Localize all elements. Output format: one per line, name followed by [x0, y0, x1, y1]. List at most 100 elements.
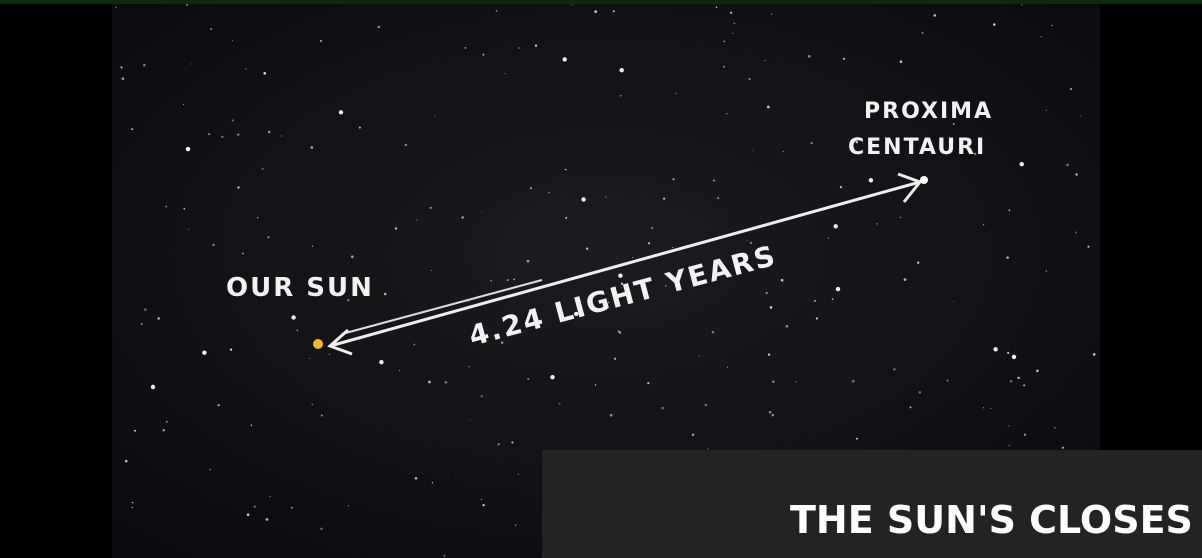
star: [150, 384, 156, 390]
star: [121, 77, 125, 80]
star: [723, 40, 726, 43]
star-label-line2: CENTAURI: [848, 135, 986, 160]
star: [527, 378, 530, 380]
star: [771, 413, 775, 417]
star: [269, 495, 271, 498]
star: [1080, 115, 1082, 117]
star: [186, 4, 189, 6]
star: [241, 252, 244, 255]
star: [482, 53, 485, 56]
proxima-star: [920, 176, 928, 184]
star: [513, 278, 516, 281]
star: [612, 10, 615, 13]
star: [647, 382, 650, 385]
star: [785, 324, 789, 328]
star: [347, 299, 350, 302]
star: [594, 384, 597, 386]
star: [661, 406, 664, 410]
star: [480, 498, 483, 501]
star: [993, 347, 998, 352]
star: [468, 365, 470, 368]
star: [142, 63, 146, 67]
star: [726, 112, 728, 115]
star: [140, 322, 143, 326]
star: [903, 278, 907, 281]
star: [444, 381, 448, 384]
star: [990, 407, 992, 409]
star: [604, 196, 607, 198]
star: [609, 413, 613, 417]
star: [748, 78, 751, 80]
star: [855, 140, 859, 144]
star: [1023, 433, 1027, 436]
star: [461, 216, 464, 219]
star: [267, 236, 270, 239]
star: [814, 300, 816, 302]
star: [974, 152, 977, 156]
star: [651, 226, 654, 229]
star: [430, 269, 432, 272]
star: [767, 353, 771, 356]
star: [1023, 384, 1026, 387]
star: [319, 39, 322, 43]
star: [815, 317, 818, 320]
arrow-head-right: [897, 172, 923, 203]
star: [1061, 446, 1064, 449]
star: [893, 368, 896, 371]
star: [464, 47, 467, 49]
star: [765, 291, 768, 295]
star: [431, 482, 434, 484]
star: [165, 205, 168, 208]
star: [143, 308, 147, 311]
star: [338, 110, 344, 115]
star: [1053, 426, 1056, 429]
star: [291, 315, 296, 320]
star-label-line1: PROXIMA: [864, 99, 993, 124]
star: [691, 433, 695, 436]
star: [852, 379, 855, 383]
star: [707, 448, 709, 450]
star: [320, 414, 323, 417]
star: [952, 123, 955, 125]
star: [594, 10, 598, 13]
star: [480, 395, 483, 398]
star: [581, 197, 586, 202]
caption-text: THE SUN'S CLOSES: [790, 498, 1193, 542]
star: [236, 133, 240, 136]
star: [731, 32, 734, 34]
sun: [313, 339, 323, 349]
star: [124, 459, 128, 463]
star: [320, 527, 323, 530]
star: [746, 240, 748, 242]
star: [946, 379, 949, 382]
star: [443, 554, 446, 557]
star: [934, 117, 936, 119]
star: [209, 468, 212, 471]
star: [250, 424, 253, 426]
star: [1007, 351, 1010, 355]
star: [562, 57, 567, 62]
star: [921, 32, 924, 34]
star: [311, 403, 314, 406]
star: [1045, 109, 1048, 112]
star: [482, 503, 485, 507]
star: [434, 115, 436, 117]
star: [290, 506, 293, 509]
star: [413, 343, 416, 346]
star: [752, 149, 754, 151]
star: [267, 130, 271, 134]
star: [807, 55, 811, 58]
star: [750, 241, 752, 244]
star: [766, 105, 770, 109]
star: [733, 22, 736, 25]
arrow-head-left: [327, 328, 353, 356]
star: [280, 135, 282, 137]
star: [414, 476, 418, 480]
star: [379, 360, 384, 365]
star: [490, 280, 492, 282]
star: [256, 216, 259, 219]
star: [1040, 35, 1042, 38]
star: [231, 119, 234, 122]
star: [377, 25, 381, 29]
